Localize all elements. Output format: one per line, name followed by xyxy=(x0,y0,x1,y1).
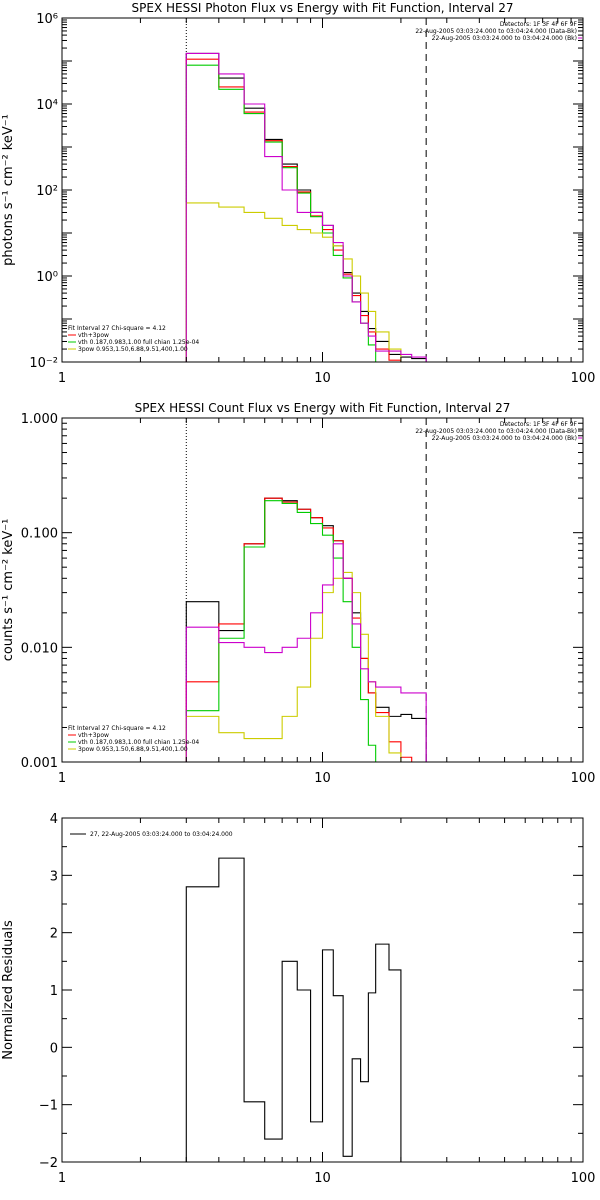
photon-flux-panel: SPEX HESSI Photon Flux vs Energy with Fi… xyxy=(1,1,595,386)
plot-area xyxy=(185,418,427,762)
series-data-bk-line xyxy=(185,497,427,762)
y-axis-label: Normalized Residuals xyxy=(1,920,16,1060)
x-tick-label: 100 xyxy=(571,371,596,386)
info-line: 22-Aug-2005 03:03:24.000 to 03:04:24.000… xyxy=(415,28,577,35)
chart-title: SPEX HESSI Count Flux vs Energy with Fit… xyxy=(135,401,511,415)
x-tick-label: 100 xyxy=(571,771,596,786)
plot-area xyxy=(185,857,402,1162)
x-tick-label: 1 xyxy=(58,371,66,386)
legend-entry: vth 0.187,0.983,1.00 full chian 1.25e-04 xyxy=(78,339,199,346)
y-tick-label: −1 xyxy=(39,1099,58,1114)
y-tick-label: 0.100 xyxy=(21,527,58,542)
info-line: 22-Aug-2005 03:03:24.000 to 03:04:24.000… xyxy=(432,35,577,42)
y-tick-label: 3 xyxy=(50,869,58,884)
y-tick-label: 0 xyxy=(50,1041,58,1056)
series-27-22-aug-2005-03-03-24-000-to-line xyxy=(185,857,402,1162)
legend-entry: vth+3pow xyxy=(78,732,109,739)
y-tick-label: 10⁰ xyxy=(36,270,58,285)
y-tick-label: 1 xyxy=(50,984,58,999)
series-data-bk-line xyxy=(185,52,427,362)
y-axis-label: photons s⁻¹ cm⁻² keV⁻¹ xyxy=(1,114,16,266)
legend-entry: vth+3pow xyxy=(78,332,109,339)
residuals-panel: Normalized Residuals 1 10 100 −2 −1 0 1 2 3 4 27, 2… xyxy=(1,812,595,1186)
y-tick-label: 10⁻² xyxy=(29,356,58,371)
y-tick-label: 10⁶ xyxy=(36,12,58,27)
axes-frame xyxy=(61,17,584,363)
plot-area xyxy=(185,18,427,362)
count-flux-panel: SPEX HESSI Count Flux vs Energy with Fit… xyxy=(1,401,596,786)
y-tick-label: 2 xyxy=(50,927,58,942)
series-bk-line xyxy=(185,52,427,362)
legend-entry: 27, 22-Aug-2005 03:03:24.000 to 03:04:24… xyxy=(90,831,233,838)
x-tick-label: 10 xyxy=(314,371,331,386)
legend-entry: vth 0.187,0.983,1.00 full chian 1.25e-04 xyxy=(78,739,199,746)
y-tick-label: 10⁴ xyxy=(36,98,58,113)
x-tick-label: 1 xyxy=(58,1171,66,1186)
series-vth-line xyxy=(185,64,427,362)
legend-entry: 3pow 0.953,1.50,6.88,9.51,400,1.00 xyxy=(78,746,188,753)
series-vth-line xyxy=(185,500,427,762)
info-line: Detectors: 1F 3F 4F 6F 9F xyxy=(500,21,578,28)
series-3pow-line xyxy=(185,202,427,362)
chart-title: SPEX HESSI Photon Flux vs Energy with Fi… xyxy=(132,1,514,15)
info-line: 22-Aug-2005 03:03:24.000 to 03:04:24.000… xyxy=(415,428,577,435)
info-line: 22-Aug-2005 03:03:24.000 to 03:04:24.000… xyxy=(432,435,577,442)
y-tick-label: 4 xyxy=(50,812,58,827)
y-tick-label: 1.000 xyxy=(21,412,58,427)
legend-entry: Fit Interval 27 Chi-square = 4.12 xyxy=(68,325,166,332)
x-tick-label: 1 xyxy=(58,771,66,786)
legend-entry: Fit Interval 27 Chi-square = 4.12 xyxy=(68,725,166,732)
x-tick-label: 100 xyxy=(571,1171,596,1186)
y-tick-label: −2 xyxy=(39,1156,58,1171)
info-line: Detectors: 1F 3F 4F 6F 9F xyxy=(500,421,578,428)
y-axis-label: counts s⁻¹ cm⁻² keV⁻¹ xyxy=(1,519,16,662)
legend-entry: 3pow 0.953,1.50,6.88,9.51,400,1.00 xyxy=(78,346,188,353)
series-vth-3pow-line xyxy=(185,497,427,762)
x-tick-label: 10 xyxy=(314,771,331,786)
x-tick-label: 10 xyxy=(314,1171,331,1186)
series-vth-3pow-line xyxy=(185,58,427,362)
series-3pow-line xyxy=(185,571,427,762)
y-tick-label: 0.010 xyxy=(21,641,58,656)
y-tick-label: 0.001 xyxy=(21,756,58,771)
series-bk-line xyxy=(185,543,427,762)
y-tick-label: 10² xyxy=(36,184,58,199)
